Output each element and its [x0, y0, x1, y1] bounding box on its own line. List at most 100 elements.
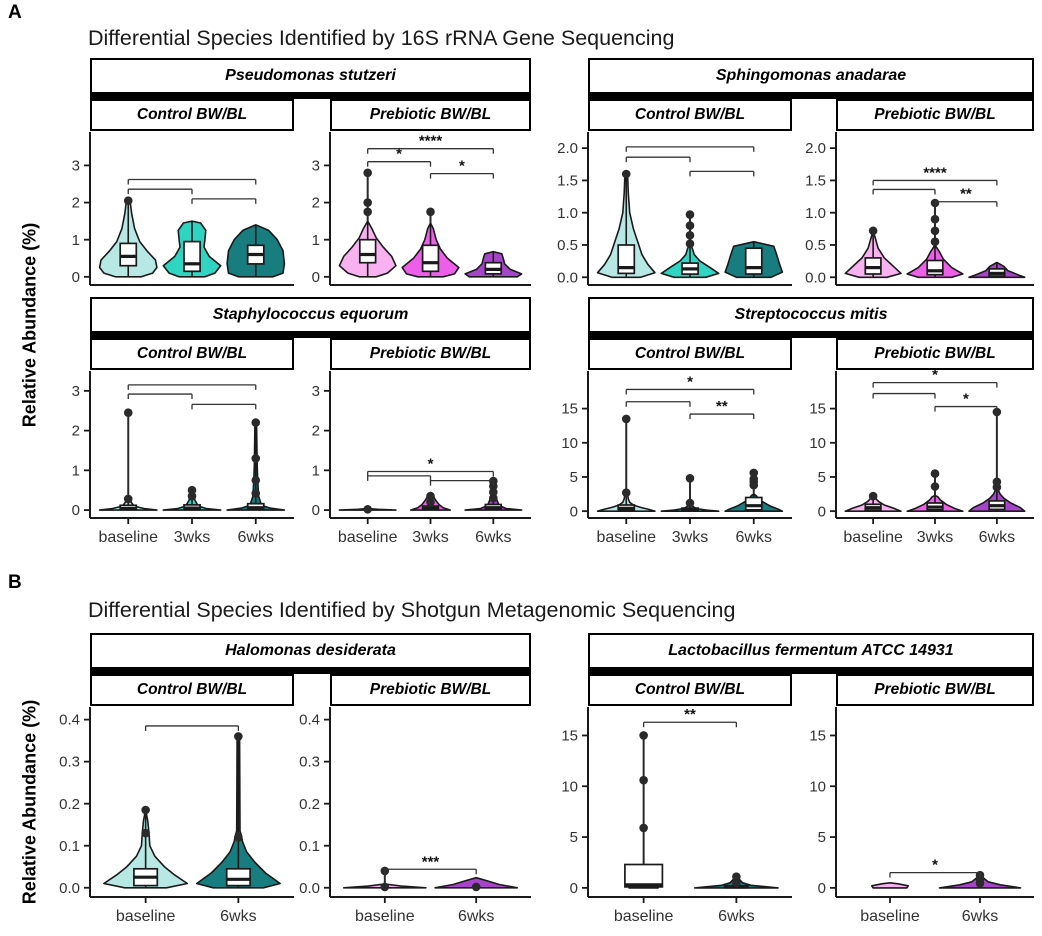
- panel-b-letter: B: [8, 572, 22, 593]
- x-tick-label-6wks: 6wks: [238, 529, 274, 546]
- strip-divider-streptococcus-mitis: [588, 332, 1034, 338]
- boxplot-box: [358, 238, 377, 264]
- y-tick-label: 0.4: [299, 712, 320, 729]
- sig-bracket-*: *: [625, 373, 755, 395]
- outlier-dot: [732, 878, 741, 888]
- outlier-dot: [930, 214, 940, 224]
- x-tick-label-3wks: 3wks: [672, 529, 708, 546]
- y-tick-label: 0.0: [557, 269, 578, 286]
- sig-stars: ****: [923, 164, 947, 181]
- sig-bracket-****: ****: [872, 164, 998, 186]
- y-tick-label: 1: [72, 462, 80, 479]
- boxplot-box: [744, 247, 763, 275]
- sig-bracket: [191, 403, 257, 410]
- facet-strip-streptococcus-mitis-prebiotic-bw-bl: Prebiotic BW/BL: [836, 338, 1034, 370]
- strip-divider-sphingomonas-anadarae: [588, 93, 1034, 99]
- y-tick-label: 10: [809, 778, 826, 795]
- outlier-dot: [187, 485, 197, 495]
- outlier-dot: [930, 226, 940, 236]
- outlier-dot: [363, 198, 372, 207]
- species-strip-lactobacillus-fermentum-atcc-14931: Lactobacillus fermentum ATCC 14931: [588, 633, 1034, 669]
- boxplot-box: [183, 240, 201, 273]
- outlier-dot: [749, 474, 759, 484]
- outlier-dot: [930, 482, 940, 491]
- sig-bracket-*: *: [367, 456, 494, 477]
- x-tick-label-baseline: baseline: [843, 529, 903, 546]
- outlier-dot: [251, 476, 261, 485]
- facet-strip-streptococcus-mitis-control-bw-bl: Control BW/BL: [588, 338, 792, 370]
- x-tick-label-6wks: 6wks: [458, 908, 494, 925]
- facet-strip-label: Control BW/BL: [634, 345, 746, 362]
- sig-stars: *: [963, 391, 969, 408]
- outlier-dot: [426, 491, 435, 501]
- species-strip-label: Staphylococcus equorum: [212, 306, 409, 323]
- species-strip-label: Sphingomonas anadarae: [715, 67, 907, 84]
- sig-stars: *: [396, 146, 402, 163]
- y-tick-label: 0.0: [299, 880, 320, 897]
- species-strip-label: Streptococcus mitis: [734, 306, 888, 323]
- outlier-dot: [685, 210, 695, 219]
- facet-plot-staphylococcus-equorum-control-bw-bl: 0 1 2 3 baseline 3wks 6wks: [72, 371, 294, 546]
- sig-bracket: [872, 392, 936, 399]
- facet-strip-label: Control BW/BL: [136, 681, 248, 698]
- sig-bracket: [872, 188, 936, 195]
- outlier-dot: [141, 828, 150, 838]
- outlier-dot: [685, 239, 695, 248]
- y-tick-label: 1.5: [805, 173, 826, 190]
- y-tick-label: 1.0: [805, 205, 826, 222]
- violin-baseline: [871, 882, 909, 889]
- y-tick-label: 10: [561, 778, 578, 795]
- outlier-dot: [621, 414, 631, 424]
- outlier-dot: [489, 493, 498, 503]
- y-tick-label: 0.2: [59, 796, 80, 813]
- boxplot-box: [225, 867, 251, 887]
- y-tick-label: 3: [312, 158, 320, 175]
- y-tick-label: 5: [818, 469, 826, 486]
- outlier-dot: [685, 231, 695, 240]
- outlier-dot: [868, 226, 878, 236]
- y-tick-label: 15: [809, 401, 826, 418]
- y-tick-label: 0: [818, 503, 826, 520]
- facet-strip-sphingomonas-anadarae-prebiotic-bw-bl: Prebiotic BW/BL: [836, 99, 1034, 131]
- x-tick-label-baseline: baseline: [860, 908, 920, 925]
- sig-stars: **: [960, 186, 972, 203]
- outlier-dot: [363, 168, 372, 178]
- species-strip-label: Lactobacillus fermentum ATCC 14931: [668, 642, 954, 659]
- facet-strip-label: Prebiotic BW/BL: [369, 106, 492, 123]
- species-strip-sphingomonas-anadarae: Sphingomonas anadarae: [588, 58, 1034, 94]
- outlier-dot: [639, 731, 648, 740]
- outlier-dot: [426, 497, 435, 507]
- sig-bracket: [127, 178, 257, 185]
- sig-stars: *: [459, 158, 465, 175]
- y-tick-label: 15: [561, 728, 578, 745]
- panel-b-y-axis-label: Relative Abundance (%): [19, 699, 40, 905]
- x-tick-label-3wks: 3wks: [174, 529, 210, 546]
- y-tick-label: 0: [72, 269, 80, 286]
- facet-strip-label: Control BW/BL: [136, 106, 248, 123]
- facet-plot-sphingomonas-anadarae-prebiotic-bw-bl: ******0.00.51.01.52.0: [805, 132, 1034, 286]
- y-tick-label: 1.5: [557, 173, 578, 190]
- y-tick-label: 2.0: [805, 140, 826, 157]
- outlier-dot: [868, 491, 878, 501]
- outlier-dot: [992, 477, 1002, 487]
- panel-a-letter: A: [8, 2, 22, 23]
- y-tick-label: 3: [72, 383, 80, 400]
- x-tick-label-3wks: 3wks: [412, 529, 448, 546]
- y-tick-label: 1: [312, 232, 320, 249]
- sig-bracket: [625, 156, 691, 163]
- x-tick-label-6wks: 6wks: [718, 908, 754, 925]
- sig-bracket: [367, 475, 432, 481]
- x-tick-label-baseline: baseline: [116, 908, 176, 925]
- y-tick-label: 2: [312, 423, 320, 440]
- outlier-dot: [621, 169, 631, 179]
- outlier-dot: [234, 833, 243, 842]
- species-strip-staphylococcus-equorum: Staphylococcus equorum: [90, 297, 531, 333]
- y-tick-label: 2: [72, 423, 80, 440]
- sig-stars: ****: [419, 133, 443, 150]
- outlier-dot: [621, 488, 631, 497]
- y-tick-label: 0.3: [59, 754, 80, 771]
- outlier-dot: [685, 221, 695, 230]
- outlier-dot: [930, 237, 940, 246]
- sig-bracket: [127, 384, 257, 390]
